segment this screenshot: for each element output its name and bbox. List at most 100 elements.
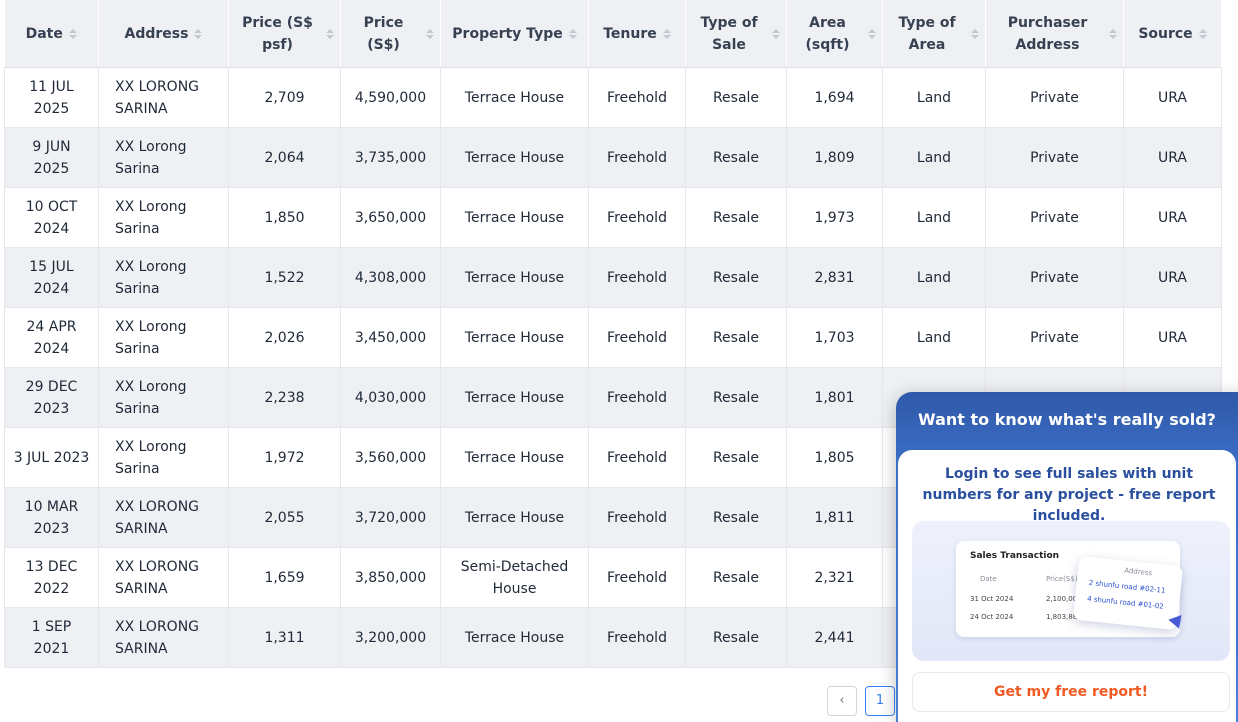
- table-cell: 1,972: [228, 427, 341, 488]
- table-row: 10 OCT 2024 XX Lorong Sarina 1,850 3,650,00…: [4, 187, 1222, 248]
- sort-icon[interactable]: [662, 28, 671, 39]
- column-header[interactable]: Purchaser Address: [985, 0, 1124, 68]
- transactions-table: Date Address Price (S$ psf) Price (S$) Prope…: [4, 0, 1222, 668]
- table-cell: 1,703: [786, 307, 883, 368]
- table-cell: Terrace House: [440, 127, 589, 188]
- table-cell: 3 JUL 2023: [4, 427, 99, 488]
- report-preview-image: Sales Transaction Date Price(S$) 31 Oct …: [912, 521, 1230, 661]
- column-header-content: Property Type: [452, 23, 577, 45]
- column-header[interactable]: Property Type: [440, 0, 589, 68]
- table-cell: URA: [1123, 307, 1222, 368]
- table-cell: 11 JUL 2025: [4, 67, 99, 128]
- table-cell: 1,801: [786, 367, 883, 428]
- table-cell: Terrace House: [440, 367, 589, 428]
- column-header[interactable]: Date: [4, 0, 99, 68]
- table-cell: 2,064: [228, 127, 341, 188]
- table-cell: Terrace House: [440, 67, 589, 128]
- table-cell: 24 APR 2024: [4, 307, 99, 368]
- column-header-label: Address: [124, 25, 189, 42]
- table-row: 11 JUL 2025 XX LORONG SARINA 2,709 4,590,00…: [4, 67, 1222, 128]
- sort-icon[interactable]: [68, 28, 77, 39]
- table-cell: XX Lorong Sarina: [98, 427, 229, 488]
- table-cell: Land: [882, 247, 986, 308]
- column-header-content: Tenure: [603, 23, 671, 45]
- sort-icon[interactable]: [868, 28, 876, 39]
- table-cell: Freehold: [588, 247, 686, 308]
- sort-icon[interactable]: [426, 28, 434, 39]
- column-header-content: Area (sqft): [793, 12, 876, 56]
- prev-page-button[interactable]: ‹: [827, 686, 857, 716]
- table-cell: XX Lorong Sarina: [98, 247, 229, 308]
- preview-title: Sales Transaction: [970, 551, 1060, 561]
- table-cell: URA: [1123, 247, 1222, 308]
- column-header-label: Date: [25, 25, 63, 42]
- column-header-content: Type of Sale: [692, 12, 780, 56]
- column-header-content: Date: [26, 23, 77, 45]
- table-cell: Freehold: [588, 487, 686, 548]
- table-cell: XX Lorong Sarina: [98, 127, 229, 188]
- table-cell: 1 SEP 2021: [4, 607, 99, 668]
- preview-row1-price: 2,100,000: [1046, 595, 1082, 603]
- table-cell: 2,441: [786, 607, 883, 668]
- column-header-label: Purchaser Address: [1007, 14, 1088, 53]
- column-header-label: Source: [1138, 25, 1193, 42]
- table-cell: 3,650,000: [340, 187, 441, 248]
- table-cell: 3,720,000: [340, 487, 441, 548]
- table-cell: Resale: [685, 187, 787, 248]
- table-cell: 1,311: [228, 607, 341, 668]
- table-cell: Resale: [685, 127, 787, 188]
- sort-icon[interactable]: [568, 28, 577, 39]
- table-cell: Resale: [685, 547, 787, 608]
- table-cell: 3,560,000: [340, 427, 441, 488]
- table-cell: Freehold: [588, 127, 686, 188]
- sort-icon[interactable]: [326, 28, 334, 39]
- table-cell: Freehold: [588, 607, 686, 668]
- table-cell: XX LORONG SARINA: [98, 67, 229, 128]
- column-header[interactable]: Area (sqft): [786, 0, 883, 68]
- column-header[interactable]: Price (S$): [340, 0, 441, 68]
- table-cell: Terrace House: [440, 247, 589, 308]
- table-cell: Land: [882, 67, 986, 128]
- table-cell: 2,831: [786, 247, 883, 308]
- get-free-report-button[interactable]: Get my free report!: [912, 672, 1230, 712]
- column-header-label: Type of Sale: [700, 14, 758, 53]
- table-cell: 3,850,000: [340, 547, 441, 608]
- table-cell: Terrace House: [440, 187, 589, 248]
- table-cell: Semi-Detached House: [440, 547, 589, 608]
- table-cell: 29 DEC 2023: [4, 367, 99, 428]
- table-cell: XX Lorong Sarina: [98, 187, 229, 248]
- column-header[interactable]: Type of Sale: [685, 0, 787, 68]
- sort-icon[interactable]: [1198, 28, 1207, 39]
- column-header-label: Price (S$ psf): [242, 14, 313, 53]
- table-cell: Freehold: [588, 427, 686, 488]
- table-cell: 2,238: [228, 367, 341, 428]
- table-cell: 3,200,000: [340, 607, 441, 668]
- column-header-label: Type of Area: [898, 14, 956, 53]
- table-cell: Resale: [685, 307, 787, 368]
- table-cell: XX LORONG SARINA: [98, 607, 229, 668]
- table-cell: Resale: [685, 607, 787, 668]
- column-header[interactable]: Price (S$ psf): [228, 0, 341, 68]
- sort-icon[interactable]: [772, 28, 780, 39]
- column-header[interactable]: Address: [98, 0, 229, 68]
- table-row: 15 JUL 2024 XX Lorong Sarina 1,522 4,308,00…: [4, 247, 1222, 308]
- table-cell: 1,850: [228, 187, 341, 248]
- table-cell: 13 DEC 2022: [4, 547, 99, 608]
- table-cell: Land: [882, 127, 986, 188]
- table-cell: Terrace House: [440, 427, 589, 488]
- sort-icon[interactable]: [1109, 28, 1117, 39]
- table-row: 24 APR 2024 XX Lorong Sarina 2,026 3,450,00…: [4, 307, 1222, 368]
- table-cell: Resale: [685, 487, 787, 548]
- column-header-content: Type of Area: [889, 12, 979, 56]
- sort-icon[interactable]: [194, 28, 203, 39]
- page-1-button[interactable]: 1: [865, 686, 895, 716]
- table-cell: XX LORONG SARINA: [98, 487, 229, 548]
- preview-row2-address: 4 shunfu road #01-02: [1086, 594, 1165, 611]
- table-cell: XX Lorong Sarina: [98, 367, 229, 428]
- column-header[interactable]: Tenure: [588, 0, 686, 68]
- column-header[interactable]: Type of Area: [882, 0, 986, 68]
- table-cell: Land: [882, 307, 986, 368]
- column-header[interactable]: Source: [1123, 0, 1222, 68]
- table-cell: Freehold: [588, 307, 686, 368]
- sort-icon[interactable]: [971, 28, 979, 39]
